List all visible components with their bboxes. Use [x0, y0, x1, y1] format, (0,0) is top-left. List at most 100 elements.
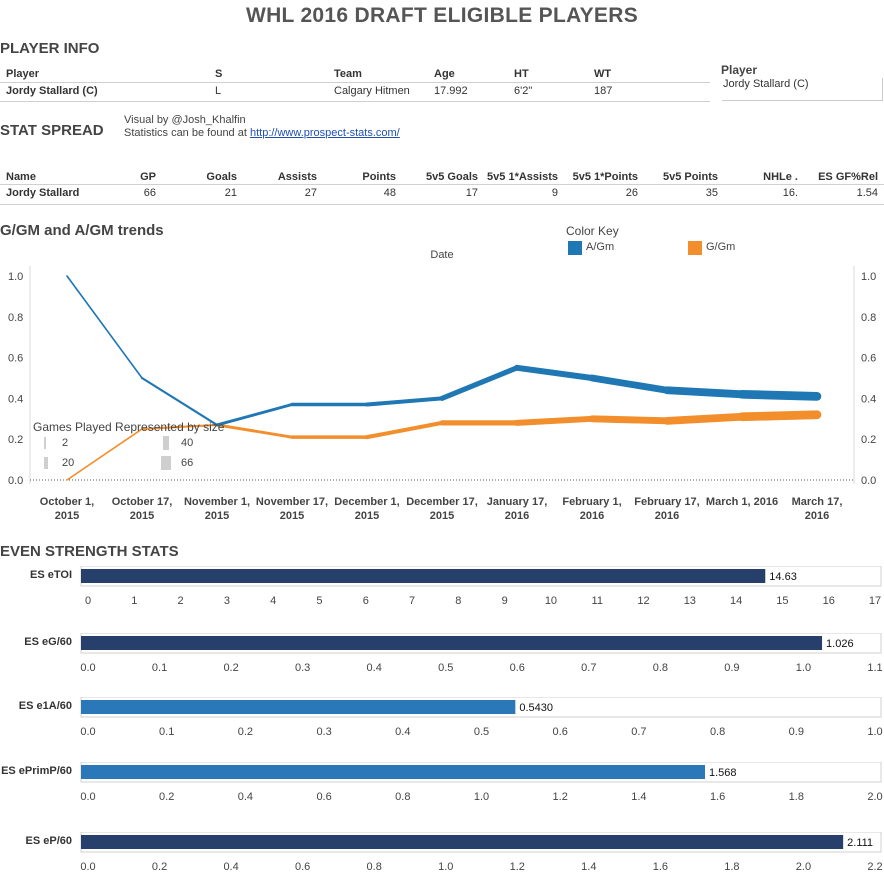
- x-tick-label: 0.8: [653, 662, 668, 674]
- x-tick-label: January 17,: [487, 496, 548, 508]
- x-tick-label: December 1,: [334, 496, 399, 508]
- x-tick-label: 6: [363, 595, 369, 607]
- bar-label: ES eP/60: [25, 835, 72, 847]
- header-5v5-assists: 5v5 1*Assists: [487, 171, 558, 183]
- ggm-line-segment: [140, 423, 219, 431]
- size-label-2: 2: [62, 437, 69, 449]
- x-tick-label: 12: [637, 595, 649, 607]
- x-tick-label: 1.2: [553, 791, 568, 803]
- cell-nhle: 16.: [782, 187, 798, 199]
- credit-link[interactable]: http://www.prospect-stats.com/: [249, 127, 400, 139]
- ggm-line-segment: [663, 412, 746, 425]
- bar: [81, 636, 823, 650]
- header-player: Player: [6, 68, 40, 80]
- y-tick-label-left: 0.8: [8, 312, 23, 324]
- x-tick-label: 10: [545, 595, 557, 607]
- x-tick-label: 0.6: [316, 791, 331, 803]
- x-tick-label: 0.7: [631, 726, 646, 738]
- x-tick-label: 0.0: [80, 861, 95, 873]
- header-name: Name: [6, 171, 36, 183]
- player-filter[interactable]: Player Jordy Stallard (C): [720, 62, 884, 102]
- header-assists: Assists: [277, 171, 317, 183]
- x-tick-label: 0.2: [159, 791, 174, 803]
- x-tick-label: 1.6: [653, 861, 668, 873]
- credit-text: Statistics can be found at: [124, 127, 250, 139]
- bar: [81, 835, 844, 849]
- y-tick-label-right: 1.0: [861, 271, 876, 283]
- cell-es-gf-rel: 1.54: [856, 187, 878, 199]
- trends-title: G/GM and A/GM trends: [0, 222, 164, 239]
- credit-line-2: Statistics can be found at http://www.pr…: [124, 127, 400, 139]
- agm-legend-label: A/Gm: [586, 241, 615, 253]
- player-filter-box[interactable]: Jordy Stallard (C): [722, 78, 883, 101]
- x-tick-label: 11: [592, 595, 603, 607]
- x-tick-label: 1.1: [867, 662, 882, 674]
- header-nhle: NHLe .: [763, 171, 798, 183]
- bar: [81, 569, 766, 583]
- cell-5v5-points: 35: [705, 187, 718, 199]
- cell-points: 48: [383, 187, 396, 199]
- bar: [81, 765, 706, 779]
- x-tick-label: March 1, 2016: [706, 496, 778, 508]
- x-tick-label: 2015: [280, 510, 304, 522]
- y-tick-label-right: 0.2: [861, 434, 876, 446]
- even-strength-title: EVEN STRENGTH STATS: [0, 543, 179, 560]
- x-tick-label: 2: [178, 595, 184, 607]
- x-tick-label: 0.9: [789, 726, 804, 738]
- x-tick-label: February 1,: [562, 496, 621, 508]
- x-tick-label: 16: [823, 595, 835, 607]
- size-swatch-66: [161, 456, 171, 470]
- y-tick-label-left: 0.4: [8, 393, 23, 405]
- size-label-20: 20: [62, 457, 75, 469]
- cell-name: Jordy Stallard: [6, 187, 80, 199]
- color-key-title: Color Key: [566, 224, 619, 238]
- x-tick-label: 0.3: [295, 662, 310, 674]
- cell-5v5-1-points: 26: [625, 187, 638, 199]
- bar-label: ES e1A/60: [18, 700, 72, 712]
- ggm-swatch: [688, 241, 702, 255]
- size-swatch-40: [163, 436, 169, 450]
- header-weight: WT: [594, 68, 612, 80]
- x-tick-label: 8: [455, 595, 461, 607]
- bar-chart-es-eg-60: ES eG/60 1.026 0.0 0.1 0.2 0.3 0.4 0.5 0.6 0.7 0.8…: [0, 633, 884, 675]
- x-tick-label: 7: [409, 595, 415, 607]
- x-tick-label: 0.0: [80, 791, 95, 803]
- cell-5v5-assists: 9: [551, 187, 558, 199]
- x-tick-label: 2016: [655, 510, 679, 522]
- x-tick-label: 0.2: [238, 726, 253, 738]
- x-tick-label: 1: [131, 595, 137, 607]
- bar-svg: 1.568 0.0 0.2 0.4 0.6 0.8 1.0 1.2 1.4 1.6 1.8 2.0: [80, 762, 883, 803]
- size-label-40: 40: [181, 437, 194, 449]
- stat-spread-title: STAT SPREAD: [0, 122, 104, 139]
- x-tick-label: 1.6: [710, 791, 725, 803]
- x-tick-label: 0.8: [710, 726, 725, 738]
- player-filter-label: Player: [721, 63, 758, 77]
- x-tick-label: 2.0: [796, 861, 811, 873]
- x-tick-label: 17: [869, 595, 881, 607]
- cell-gp: 66: [143, 187, 156, 199]
- y-tick-label-left: 0.2: [8, 434, 23, 446]
- x-tick-label: 0.5: [474, 726, 489, 738]
- x-tick-label: 0.2: [223, 662, 238, 674]
- divider: [0, 101, 710, 102]
- bar-svg: 0.5430 0.0 0.1 0.2 0.3 0.4 0.5 0.6 0.7 0.8 0.9 1.0: [80, 697, 883, 738]
- y-tick-label-left: 0.0: [8, 475, 23, 487]
- agm-swatch: [568, 241, 582, 255]
- divider: [0, 82, 710, 83]
- header-gp: GP: [140, 171, 156, 183]
- cell-goals: 21: [224, 187, 237, 199]
- bar-label: ES eG/60: [24, 636, 72, 648]
- bar-value-label: 14.63: [769, 571, 797, 583]
- color-key-legend[interactable]: A/Gm: [566, 240, 736, 258]
- x-tick-label: December 17,: [406, 496, 478, 508]
- page-title: WHL 2016 DRAFT ELIGIBLE PLAYERS: [245, 4, 639, 27]
- x-tick-label: 0.8: [367, 861, 382, 873]
- x-tick-label: 0.0: [80, 662, 95, 674]
- cell-age: 17.992: [434, 85, 468, 97]
- x-tick-label: 1.4: [631, 791, 646, 803]
- ggm-line-segment: [514, 415, 595, 426]
- x-tick-label: February 17,: [634, 496, 699, 508]
- y-tick-label-right: 0.0: [861, 475, 876, 487]
- bar-value-label: 1.568: [709, 767, 737, 779]
- color-key-legend-g[interactable]: G/Gm: [688, 240, 788, 258]
